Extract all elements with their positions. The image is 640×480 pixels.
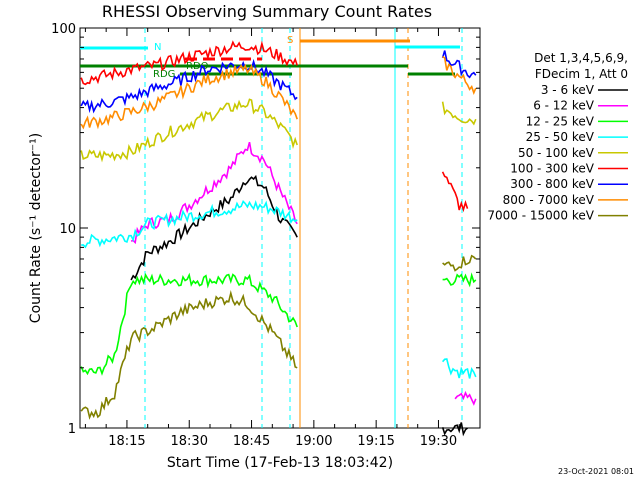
series-line-0-seg1 [130, 174, 298, 281]
date-stamp: 23-Oct-2021 08:01 [558, 467, 634, 476]
flag-label-night: N [154, 42, 161, 53]
series-line-2-seg2 [442, 272, 477, 288]
series-line-2-seg1 [80, 272, 298, 376]
x-tick-label: 19:30 [420, 434, 457, 449]
legend-entry-label: 50 - 100 keV [518, 146, 595, 160]
legend: Det 1,3,4,5,6,9, FDecim 1, Att 0 3 - 6 k… [487, 51, 628, 223]
series-line-7-seg1 [80, 63, 298, 130]
y-tick-label: 10 [59, 222, 76, 237]
series-line-8-seg1 [80, 290, 298, 420]
series-line-5-seg1 [80, 40, 298, 86]
series-line-0-seg2 [441, 422, 469, 437]
legend-header-detectors: Det 1,3,4,5,6,9, [534, 51, 628, 65]
series-line-6-seg1 [80, 58, 298, 114]
series-line-6-seg2 [441, 50, 477, 79]
x-tick-label: 19:00 [295, 434, 332, 449]
legend-header-decimation: FDecim 1, Att 0 [535, 67, 628, 81]
flag-label-rdo: RDO [186, 61, 209, 72]
series-line-3-seg1 [81, 199, 298, 249]
series-line-8-seg2 [442, 254, 477, 272]
y-tick-label: 1 [68, 422, 76, 437]
series-line-3-seg2 [441, 358, 477, 379]
series-layer [80, 40, 477, 437]
legend-entry-label: 300 - 800 keV [510, 177, 594, 191]
y-tick-label: 100 [51, 22, 76, 37]
flag-label-saa: S [287, 35, 293, 46]
series-line-5-seg2 [441, 171, 469, 213]
axis-layer: 18:15 18:30 18:45 19:00 19:15 19:30 1 10 100 [51, 22, 481, 449]
y-axis-label: Count Rate (s⁻¹ detector⁻¹) [28, 133, 44, 323]
legend-entry-label: 7000 - 15000 keV [487, 209, 594, 223]
x-tick-label: 19:15 [357, 434, 394, 449]
legend-entry-label: 25 - 50 keV [526, 130, 595, 144]
series-line-4-seg2 [441, 101, 477, 126]
x-tick-label: 18:45 [233, 434, 270, 449]
series-line-1-seg2 [454, 390, 477, 406]
series-line-1-seg1 [130, 141, 298, 245]
x-tick-label: 18:15 [108, 434, 145, 449]
series-line-4-seg1 [80, 98, 298, 163]
chart-title: RHESSI Observing Summary Count Rates [102, 2, 432, 21]
legend-entry-label: 800 - 7000 keV [503, 193, 595, 207]
legend-entry-label: 3 - 6 keV [541, 83, 595, 97]
x-tick-label: 18:30 [171, 434, 208, 449]
legend-entry-label: 100 - 300 keV [510, 162, 594, 176]
series-line-7-seg2 [442, 55, 477, 96]
flag-label-rdg: RDG [153, 69, 175, 80]
legend-entry-label: 6 - 12 keV [533, 99, 595, 113]
x-axis-label: Start Time (17-Feb-13 18:03:42) [167, 455, 393, 471]
legend-entry-label: 12 - 25 keV [526, 114, 595, 128]
